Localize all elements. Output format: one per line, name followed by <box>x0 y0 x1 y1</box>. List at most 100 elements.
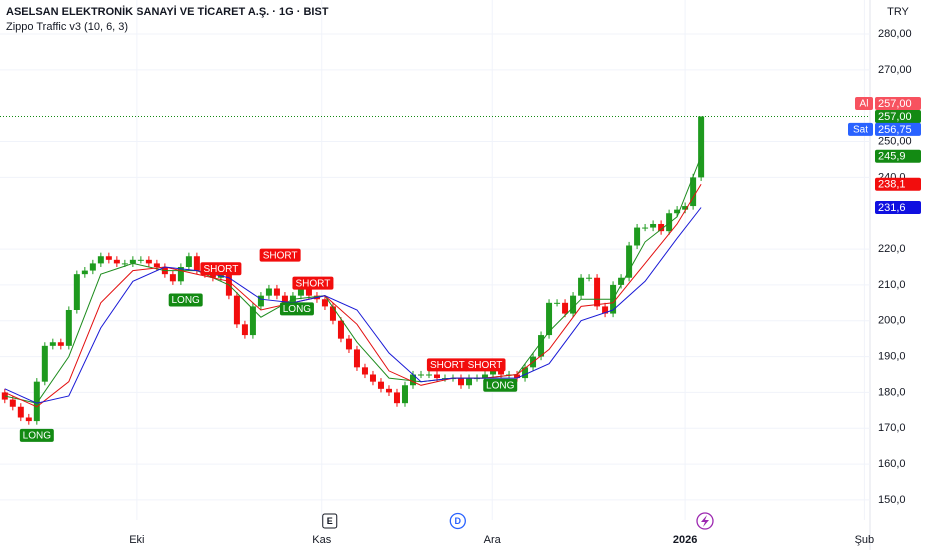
candle-body <box>682 206 689 210</box>
candle-body <box>594 277 601 307</box>
signal-box <box>464 358 506 372</box>
candle-body <box>145 259 152 264</box>
candle-body <box>193 256 200 271</box>
price-tag-label: 238,1 <box>878 179 906 191</box>
price-tag-prefix-box <box>855 96 873 110</box>
candle-body <box>265 288 272 296</box>
signal-box <box>426 358 468 372</box>
candle-body <box>674 209 681 214</box>
signal-label: LONG <box>283 304 312 315</box>
candle-body <box>425 374 432 376</box>
candle-body <box>658 223 665 232</box>
signal-label: SHORT <box>468 360 503 371</box>
signal-label: SHORT <box>296 278 331 289</box>
candle-body <box>586 277 593 279</box>
y-tick-label: 270,00 <box>878 64 912 76</box>
price-tag <box>875 122 921 136</box>
candle-body <box>177 266 184 282</box>
price-tag-label: 231,6 <box>878 202 906 214</box>
event-icon <box>696 512 714 530</box>
candle-body <box>121 263 128 265</box>
signal-box <box>483 378 518 392</box>
candle-body <box>17 406 24 418</box>
y-tick-label: 280,00 <box>878 28 912 40</box>
candle-body <box>562 302 569 314</box>
candle-body <box>666 213 673 232</box>
candle-body <box>25 417 32 422</box>
candle-body <box>129 259 136 264</box>
chart-title: ASELSAN ELEKTRONİK SANAYİ VE TİCARET A.Ş… <box>6 5 329 18</box>
x-tick-label: Kas <box>312 534 331 546</box>
y-tick-label: 160,0 <box>878 458 906 470</box>
price-tag-label: 257,00 <box>878 98 912 110</box>
signal-label: LONG <box>172 295 201 306</box>
indicator-line <box>4 156 702 404</box>
candle-body <box>137 259 144 261</box>
signal-box <box>19 428 54 442</box>
candle-body <box>570 295 577 314</box>
candle-body <box>169 274 176 282</box>
signal-label: SHORT <box>430 360 465 371</box>
candle-body <box>105 256 112 260</box>
event-icon <box>322 513 338 529</box>
candle-body <box>385 388 392 393</box>
candle-body <box>249 306 256 336</box>
indicator-name: Zippo Traffic v3 (10, 6, 3) <box>6 21 128 33</box>
candle-body <box>257 295 264 307</box>
y-tick-label: 180,0 <box>878 386 906 398</box>
candle-body <box>417 374 424 376</box>
candle-body <box>498 370 505 375</box>
candle-body <box>49 342 56 346</box>
candle-body <box>401 385 408 404</box>
candle-body <box>490 370 497 375</box>
event-icon <box>449 512 466 530</box>
price-tag <box>875 96 921 110</box>
candle-body <box>458 378 465 386</box>
x-tick-label: 2026 <box>673 534 697 546</box>
signal-label: SHORT <box>203 264 238 275</box>
y-tick-label: 190,0 <box>878 350 906 362</box>
candle-body <box>554 302 561 304</box>
signal-box <box>279 302 314 316</box>
candle-body <box>337 320 344 339</box>
price-tag <box>875 109 921 123</box>
candle-body <box>634 227 641 246</box>
candle-body <box>690 177 697 207</box>
candle-body <box>602 306 609 314</box>
candle-body <box>514 374 521 379</box>
y-tick-label: 170,0 <box>878 422 906 434</box>
candle-body <box>241 324 248 336</box>
candle-body <box>153 263 160 267</box>
candle-body <box>41 345 48 382</box>
candle-body <box>329 306 336 321</box>
candle-body <box>57 342 64 346</box>
candle-body <box>321 299 328 307</box>
candle-body <box>618 277 625 285</box>
price-tag-label: 256,75 <box>878 124 912 136</box>
candle-body <box>33 381 40 422</box>
candle-body <box>113 259 120 264</box>
candle-body <box>233 295 240 325</box>
candle-body <box>81 270 88 275</box>
grid <box>0 0 870 520</box>
currency: TRY <box>887 6 909 18</box>
x-tick-label: Ara <box>484 534 502 546</box>
price-tag-prefix: Al <box>860 99 869 110</box>
candle-body <box>466 378 473 386</box>
x-tick-label: Eki <box>129 534 144 546</box>
candle-body <box>209 274 216 278</box>
price-tag-label: 257,00 <box>878 111 912 123</box>
candle-body <box>9 399 16 407</box>
candle-body <box>281 295 288 303</box>
candle-body <box>377 381 384 389</box>
candle-body <box>650 223 657 228</box>
signal-label: LONG <box>23 431 52 442</box>
candle-body <box>345 338 352 350</box>
signal-box <box>292 276 334 290</box>
candle-body <box>626 245 633 278</box>
candle-body <box>409 374 416 386</box>
indicator-line <box>4 183 702 408</box>
candle-body <box>97 256 104 264</box>
y-tick-label: 150,0 <box>878 494 906 506</box>
